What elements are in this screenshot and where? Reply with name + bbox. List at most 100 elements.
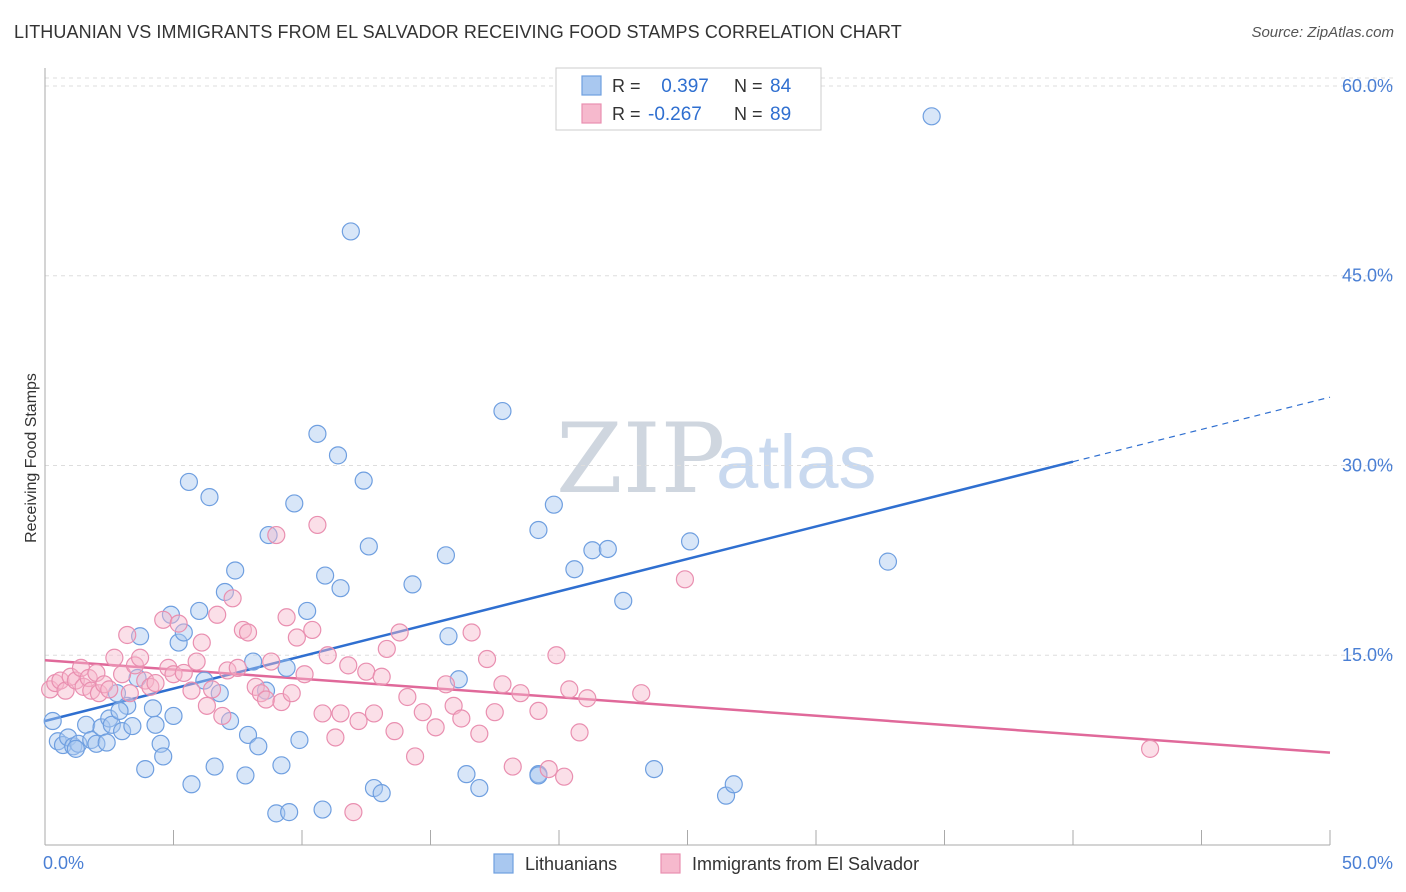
gridlines <box>45 77 1393 656</box>
point-el-salvador <box>485 703 504 722</box>
point-el-salvador <box>192 633 211 652</box>
point-lithuanians <box>308 424 327 443</box>
point-lithuanians <box>169 633 188 652</box>
chart-title: LITHUANIAN VS IMMIGRANTS FROM EL SALVADO… <box>14 22 902 42</box>
point-lithuanians <box>143 699 163 718</box>
point-lithuanians <box>290 730 309 750</box>
point-el-salvador <box>493 675 512 694</box>
point-el-salvador <box>223 589 242 608</box>
point-lithuanians <box>644 759 664 779</box>
point-el-salvador <box>100 680 119 699</box>
point-lithuanians <box>529 520 548 540</box>
point-el-salvador <box>303 620 322 640</box>
point-lithuanians <box>470 778 489 798</box>
point-lithuanians <box>226 561 245 580</box>
point-lithuanians <box>164 706 183 726</box>
bottom-legend-swatch-el-salvador <box>660 853 681 874</box>
point-lithuanians <box>277 658 296 677</box>
point-el-salvador <box>197 696 217 715</box>
point-el-salvador <box>118 625 137 645</box>
point-el-salvador <box>267 525 286 545</box>
point-el-salvador <box>169 614 188 633</box>
legend-n-value-1: 84 <box>770 76 792 97</box>
point-el-salvador <box>436 675 456 694</box>
point-el-salvador <box>331 704 350 723</box>
point-lithuanians <box>238 725 258 745</box>
point-el-salvador <box>529 701 548 721</box>
trend-lines <box>44 396 1331 754</box>
point-el-salvador <box>313 704 332 723</box>
point-lithuanians <box>174 623 193 642</box>
legend-n-value-2: 89 <box>770 104 791 125</box>
point-el-salvador <box>308 515 327 535</box>
point-lithuanians <box>439 627 458 646</box>
point-el-salvador <box>282 684 301 703</box>
point-el-salvador <box>295 665 314 684</box>
point-el-salvador <box>372 667 391 686</box>
point-el-salvador <box>112 665 132 684</box>
point-el-salvador <box>208 605 227 624</box>
point-lithuanians <box>529 766 548 785</box>
point-el-salvador <box>202 680 222 699</box>
point-el-salvador <box>539 759 558 779</box>
point-lithuanians <box>341 222 360 241</box>
bottom-legend-el-salvador: Immigrants from El Salvador <box>692 854 919 874</box>
legend-swatch-lithuanians <box>581 75 602 96</box>
y-tick-label: 15.0% <box>1342 645 1393 665</box>
bottom-legend-swatch-lithuanians <box>493 853 514 874</box>
point-lithuanians <box>236 766 255 785</box>
point-el-salvador <box>339 656 358 675</box>
point-lithuanians <box>154 747 173 766</box>
series-legend: Lithuanians Immigrants from El Salvador <box>493 853 919 874</box>
point-lithuanians <box>267 804 286 823</box>
point-lithuanians <box>403 575 422 594</box>
point-lithuanians <box>922 107 941 126</box>
point-lithuanians <box>724 775 743 794</box>
point-el-salvador <box>426 718 445 737</box>
legend-n-label-2: N = <box>734 104 763 124</box>
legend-n-label-1: N = <box>734 76 763 96</box>
point-el-salvador <box>154 610 173 629</box>
point-el-salvador <box>1140 739 1160 758</box>
legend-r-label-1: R = <box>612 76 641 96</box>
point-lithuanians <box>372 784 391 803</box>
point-el-salvador <box>238 623 258 642</box>
point-lithuanians <box>190 601 209 621</box>
point-lithuanians <box>146 715 165 734</box>
point-el-salvador <box>578 689 597 708</box>
source-credit: Source: ZipAtlas.com <box>1251 24 1394 41</box>
watermark-zip: ZIP <box>556 403 725 515</box>
point-el-salvador <box>95 675 114 694</box>
point-lithuanians <box>130 627 150 646</box>
point-lithuanians <box>205 757 224 776</box>
point-el-salvador <box>470 724 489 743</box>
point-el-salvador <box>385 722 404 741</box>
point-el-salvador <box>105 648 124 667</box>
point-lithuanians <box>249 737 268 756</box>
point-el-salvador <box>174 663 193 683</box>
point-lithuanians <box>285 494 304 513</box>
point-lithuanians <box>110 701 129 721</box>
x-tick-label-max: 50.0% <box>1342 853 1393 873</box>
point-lithuanians <box>316 566 335 585</box>
point-lithuanians <box>97 733 116 752</box>
legend-r-value-1: 0.397 <box>656 76 709 97</box>
point-el-salvador <box>462 623 481 642</box>
point-el-salvador <box>390 623 409 642</box>
point-lithuanians <box>359 537 378 556</box>
point-lithuanians <box>102 715 121 734</box>
point-lithuanians <box>680 532 700 551</box>
point-lithuanians <box>313 800 332 819</box>
point-el-salvador <box>46 673 65 693</box>
point-el-salvador <box>182 681 201 700</box>
point-lithuanians <box>331 579 350 598</box>
point-el-salvador <box>364 704 384 723</box>
point-lithuanians <box>565 560 584 579</box>
point-lithuanians <box>244 652 263 671</box>
data-points <box>41 107 1160 823</box>
point-lithuanians <box>112 722 132 741</box>
point-el-salvador <box>51 671 70 690</box>
point-lithuanians <box>614 591 633 610</box>
point-el-salvador <box>398 687 417 707</box>
watermark: ZIP atlas <box>556 403 877 515</box>
